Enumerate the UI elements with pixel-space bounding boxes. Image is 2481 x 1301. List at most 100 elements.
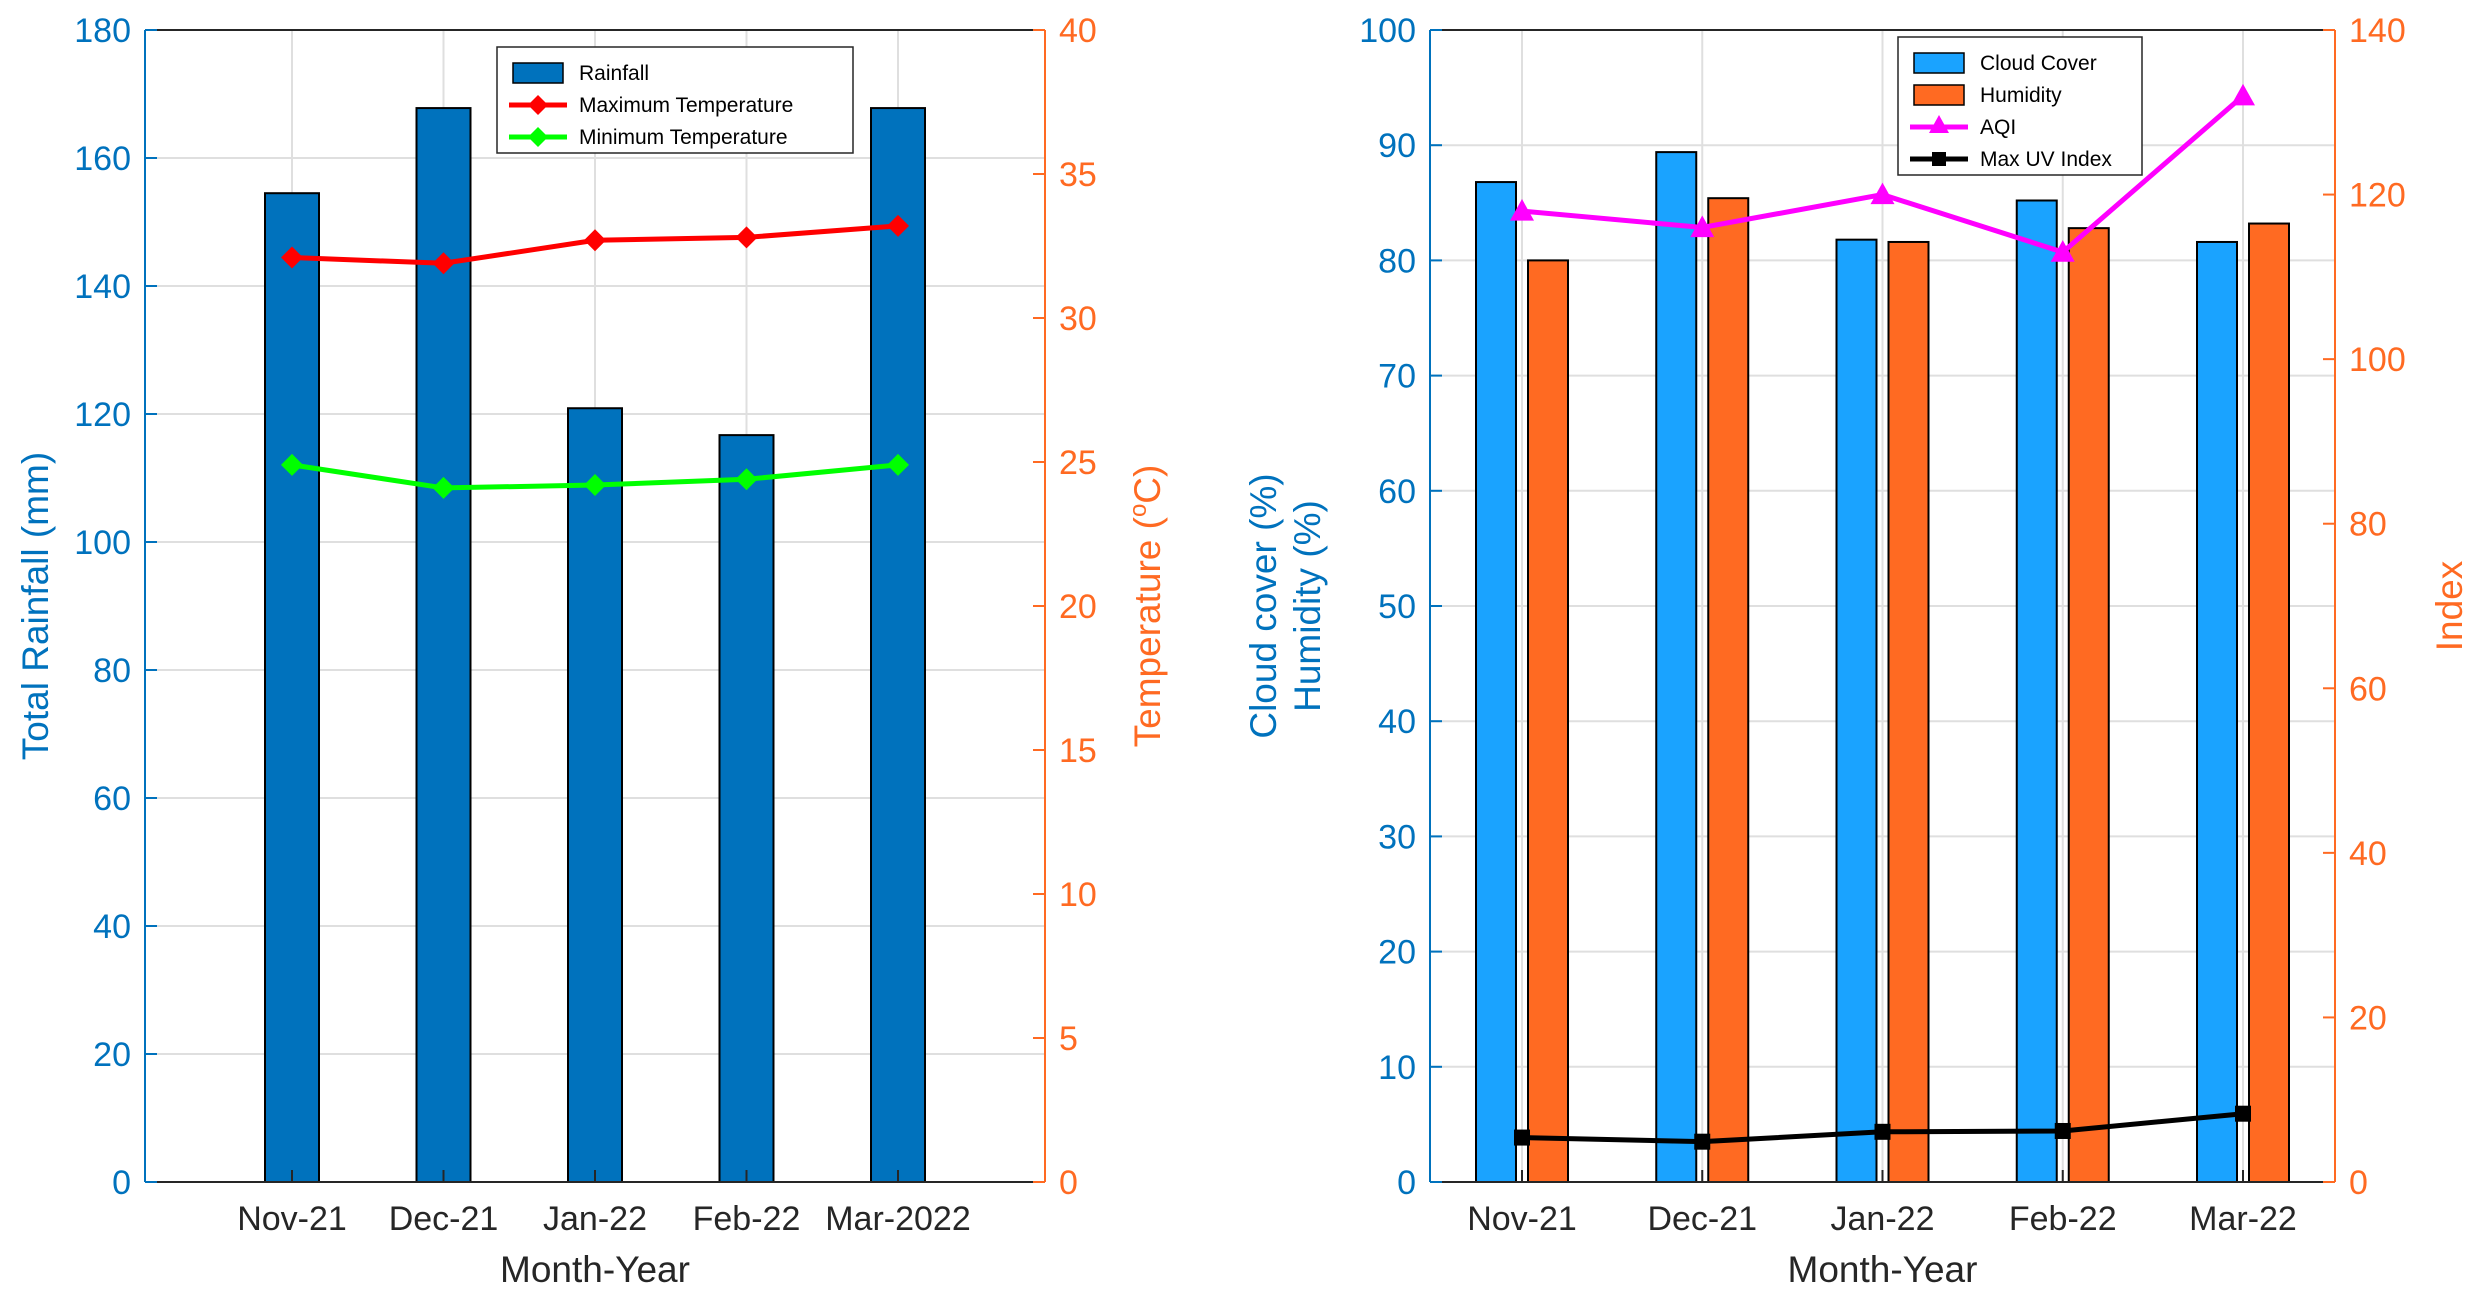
legend-marker bbox=[528, 95, 548, 115]
y-axis-label-right: Index bbox=[2429, 560, 2470, 651]
series-rainfall bbox=[264, 107, 926, 1184]
bar bbox=[2196, 240, 2238, 1183]
data-point bbox=[1690, 215, 1715, 238]
bar bbox=[1655, 151, 1698, 1183]
y-right-tick-label: 5 bbox=[1059, 1020, 1078, 1058]
data-point bbox=[432, 252, 455, 275]
legend-label: Cloud Cover bbox=[1980, 52, 2097, 75]
data-point bbox=[735, 468, 758, 491]
bar bbox=[870, 107, 926, 1184]
y-left-tick-label: 60 bbox=[93, 780, 131, 818]
y-right-tick-label: 0 bbox=[2349, 1164, 2368, 1202]
x-tick-label: Nov-21 bbox=[237, 1200, 347, 1238]
x-tick-label: Nov-21 bbox=[1467, 1200, 1577, 1238]
y-right-tick-label: 120 bbox=[2349, 177, 2406, 215]
y-left-tick-label: 70 bbox=[1378, 358, 1416, 396]
y-right-tick-label: 10 bbox=[1059, 876, 1097, 914]
y-left-tick-label: 0 bbox=[112, 1164, 131, 1202]
bar bbox=[1527, 259, 1569, 1183]
y-right-tick-label: 25 bbox=[1059, 444, 1097, 482]
y-left-tick-label: 100 bbox=[1359, 12, 1416, 50]
y-left-tick-label: 160 bbox=[74, 140, 131, 178]
y-left-tick-label: 50 bbox=[1378, 588, 1416, 626]
x-tick-label: Feb-22 bbox=[693, 1200, 801, 1238]
data-point bbox=[2231, 83, 2255, 106]
y-left-tick-label: 60 bbox=[1378, 473, 1416, 511]
bar bbox=[1475, 181, 1517, 1183]
y-right-tick-label: 0 bbox=[1059, 1164, 1078, 1202]
legend-label: Maximum Temperature bbox=[579, 94, 793, 117]
y-right-tick-label: 80 bbox=[2349, 506, 2387, 544]
bar bbox=[1707, 197, 1750, 1183]
chart-2: 0 10 20 30 40 50 60 70 80 90 100 0 20 40 60 80 100 120 140… bbox=[1243, 12, 2470, 1290]
x-tick-label: Dec-21 bbox=[1647, 1200, 1757, 1238]
data-point bbox=[584, 229, 606, 252]
y-left-tick-label: 180 bbox=[74, 12, 131, 50]
bar bbox=[718, 434, 775, 1183]
y-left-tick-label: 30 bbox=[1378, 818, 1416, 856]
series-maximum-temperature bbox=[281, 214, 909, 275]
legend: Cloud Cover Humidity AQI Max UV Index bbox=[1897, 36, 2143, 176]
data-point bbox=[735, 226, 758, 249]
y-right-tick-label: 100 bbox=[2349, 341, 2406, 379]
data-point bbox=[2050, 240, 2075, 262]
legend-label: Max UV Index bbox=[1980, 148, 2112, 171]
legend-swatch bbox=[1913, 52, 1965, 74]
bar bbox=[2067, 227, 2110, 1184]
series-humidity bbox=[1527, 197, 2290, 1184]
x-tick-label: Feb-22 bbox=[2009, 1200, 2117, 1238]
data-point bbox=[281, 453, 303, 476]
data-point bbox=[432, 476, 455, 499]
x-tick-label: Mar-22 bbox=[2189, 1200, 2297, 1238]
y-left-tick-label: 80 bbox=[1378, 242, 1416, 280]
legend-label: AQI bbox=[1980, 116, 2016, 139]
bar bbox=[264, 192, 320, 1183]
y-axis-label-left: Total Rainfall (mm) bbox=[15, 452, 56, 760]
y-left-tick-label: 140 bbox=[74, 268, 131, 306]
data-point bbox=[887, 214, 909, 237]
y-left-tick-label: 20 bbox=[93, 1036, 131, 1074]
series-aqi bbox=[1510, 83, 2255, 262]
y-left-tick-label: 100 bbox=[74, 524, 131, 562]
legend-swatch bbox=[1913, 84, 1965, 106]
data-point bbox=[584, 474, 606, 497]
y-right-tick-label: 20 bbox=[2349, 999, 2387, 1037]
bar bbox=[2015, 199, 2058, 1184]
y-axis-label-right-text: Temperature ( bbox=[1127, 516, 1168, 747]
legend-label: Minimum Temperature bbox=[579, 126, 788, 149]
series-max-uv-index bbox=[1514, 1105, 2251, 1150]
y-axis-label-left-line2: Humidity (%) bbox=[1287, 500, 1328, 712]
y-axis-label-right: Temperature (oC) bbox=[1125, 465, 1168, 748]
legend-marker bbox=[1932, 152, 1946, 166]
y-left-tick-label: 90 bbox=[1378, 127, 1416, 165]
x-tick-label: Mar-2022 bbox=[825, 1200, 971, 1238]
y-right-tick-label: 30 bbox=[1059, 300, 1097, 338]
y-right-tick-label: 40 bbox=[1059, 12, 1097, 50]
bar bbox=[567, 407, 623, 1183]
y-left-tick-label: 20 bbox=[1378, 934, 1416, 972]
legend: Rainfall Maximum Temperature Minimum Tempe… bbox=[496, 46, 854, 154]
bar bbox=[415, 107, 472, 1184]
x-tick-label: Dec-21 bbox=[389, 1200, 499, 1238]
data-point bbox=[1514, 1129, 1530, 1146]
y-right-tick-label: 15 bbox=[1059, 732, 1097, 770]
series-minimum-temperature bbox=[281, 453, 909, 499]
data-point bbox=[281, 246, 303, 269]
data-point bbox=[1874, 1123, 1891, 1140]
y-axis-label-left-line1: Cloud cover (%) bbox=[1243, 473, 1284, 738]
bar bbox=[2248, 222, 2290, 1183]
x-tick-label: Jan-22 bbox=[543, 1200, 647, 1238]
chart-1: 0 20 40 60 80 100 120 140 160 180 0 5 10 15 20 25 30 35 40… bbox=[15, 12, 1168, 1290]
legend-marker bbox=[1929, 115, 1949, 133]
x-axis-label: Month-Year bbox=[1788, 1249, 1978, 1290]
y-left-tick-label: 40 bbox=[1378, 703, 1416, 741]
bar bbox=[1835, 238, 1878, 1183]
data-point bbox=[1510, 199, 1534, 221]
degree-superscript: o bbox=[1125, 504, 1152, 517]
y-axis-label-right-unit: C) bbox=[1127, 465, 1168, 504]
x-tick-label: Jan-22 bbox=[1831, 1200, 1935, 1238]
y-left-tick-label: 80 bbox=[93, 652, 131, 690]
legend-swatch bbox=[512, 62, 564, 84]
series-cloud-cover bbox=[1475, 151, 2238, 1184]
